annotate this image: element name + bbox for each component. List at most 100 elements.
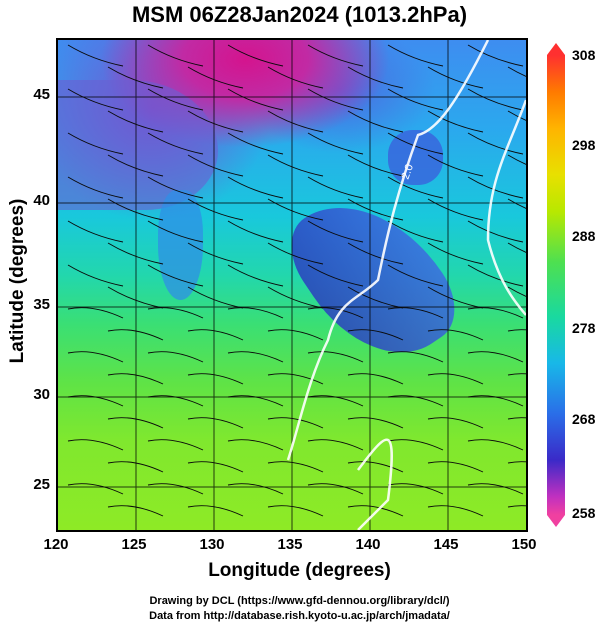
streamline	[387, 351, 444, 363]
streamline	[227, 88, 284, 111]
x-tick: 150	[511, 536, 537, 553]
streamline	[307, 351, 364, 363]
streamline	[427, 417, 484, 429]
korea-peninsula	[158, 190, 203, 300]
streamline	[107, 461, 164, 473]
streamline	[107, 110, 164, 133]
x-tick: 135	[277, 536, 303, 553]
streamline	[427, 242, 484, 265]
streamline	[107, 329, 164, 341]
streamline	[187, 505, 244, 517]
streamline	[67, 351, 124, 363]
streamline	[427, 110, 484, 133]
temperature-map: 2.0	[56, 38, 528, 532]
streamline	[467, 395, 524, 407]
credit-data: Data from http://database.rish.kyoto-u.a…	[149, 610, 450, 622]
streamline	[507, 417, 526, 420]
streamline	[347, 329, 404, 341]
colorbar-tick: 308	[572, 47, 596, 63]
streamline	[267, 66, 324, 89]
streamline	[347, 461, 404, 473]
streamline	[147, 176, 204, 199]
x-axis-label: Longitude (degrees)	[208, 560, 391, 581]
streamline	[267, 154, 324, 177]
streamline	[107, 242, 164, 265]
streamline	[267, 198, 324, 221]
streamline	[427, 373, 484, 385]
colorbar-tick: 258	[572, 505, 596, 521]
colorbar-tick: 278	[572, 320, 596, 336]
streamline	[147, 220, 204, 243]
streamline	[187, 154, 244, 177]
streamline	[387, 264, 444, 287]
streamline	[347, 417, 404, 429]
streamline	[107, 417, 164, 429]
streamline	[427, 329, 484, 341]
x-tick: 120	[43, 536, 69, 553]
streamline	[147, 88, 204, 111]
streamline	[147, 351, 204, 363]
streamline	[227, 44, 284, 67]
streamline	[507, 242, 526, 253]
streamline	[467, 44, 524, 67]
x-tick: 125	[121, 536, 147, 553]
streamline	[227, 307, 284, 319]
streamline	[307, 395, 364, 407]
streamline	[107, 505, 164, 517]
y-tick: 45	[33, 86, 50, 103]
streamline	[507, 198, 526, 209]
streamline	[427, 286, 484, 309]
streamline	[267, 286, 324, 309]
streamline	[187, 110, 244, 133]
y-tick: 25	[33, 476, 50, 493]
streamline	[307, 88, 364, 111]
x-tick: 130	[199, 536, 225, 553]
streamline	[347, 505, 404, 517]
streamline	[307, 220, 364, 243]
streamline	[147, 307, 204, 319]
streamline	[267, 417, 324, 429]
streamline	[67, 264, 124, 287]
streamline	[267, 242, 324, 265]
streamline	[227, 132, 284, 155]
streamline	[187, 461, 244, 473]
streamline	[227, 483, 284, 495]
streamline	[387, 176, 444, 199]
streamline	[227, 220, 284, 243]
streamline	[387, 483, 444, 495]
streamline	[107, 154, 164, 177]
contour-label: 2.0	[400, 163, 417, 181]
streamline	[227, 439, 284, 451]
streamline	[427, 461, 484, 473]
streamline	[67, 395, 124, 407]
streamline	[427, 505, 484, 517]
streamline	[147, 44, 204, 67]
streamline	[187, 242, 244, 265]
map-grid: 2.0	[58, 40, 526, 530]
streamline	[347, 242, 404, 265]
streamline	[467, 88, 524, 111]
streamline	[427, 154, 484, 177]
colorbar-tick: 288	[572, 228, 596, 244]
streamline	[187, 66, 244, 89]
map-title: MSM 06Z28Jan2024 (1013.2hPa)	[131, 2, 468, 27]
streamline	[347, 198, 404, 221]
colorbar-tick: 268	[572, 411, 596, 427]
streamline	[307, 132, 364, 155]
colorbar-bottom-arrow	[547, 515, 565, 527]
colorbar	[547, 55, 565, 515]
colorbar-tick: 298	[572, 137, 596, 153]
streamline	[427, 198, 484, 221]
x-tick: 145	[433, 536, 459, 553]
streamline	[107, 66, 164, 89]
streamline	[387, 439, 444, 451]
streamline	[227, 395, 284, 407]
streamline	[187, 373, 244, 385]
streamline	[427, 66, 484, 89]
streamline	[347, 373, 404, 385]
streamline	[467, 483, 524, 495]
y-tick: 30	[33, 386, 50, 403]
streamline	[307, 176, 364, 199]
streamline	[347, 110, 404, 133]
streamline	[307, 44, 364, 67]
